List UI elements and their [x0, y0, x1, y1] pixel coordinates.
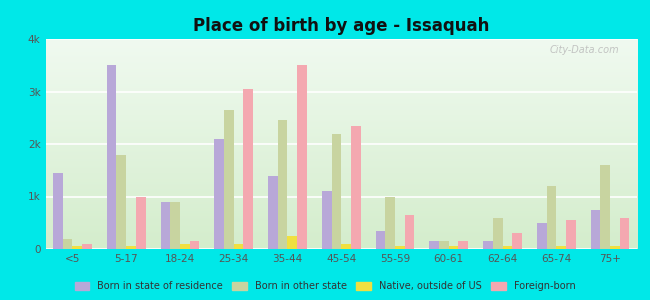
- Bar: [190, 241, 200, 249]
- Bar: [620, 218, 629, 249]
- Bar: [566, 220, 576, 249]
- Bar: [322, 191, 332, 249]
- Bar: [161, 202, 170, 249]
- Bar: [376, 231, 385, 249]
- Bar: [512, 233, 522, 249]
- Bar: [493, 218, 502, 249]
- Bar: [405, 215, 415, 249]
- Bar: [180, 244, 190, 249]
- Bar: [556, 246, 566, 249]
- Bar: [458, 241, 468, 249]
- Bar: [439, 241, 448, 249]
- Bar: [268, 176, 278, 249]
- Bar: [547, 186, 556, 249]
- Bar: [234, 244, 243, 249]
- Bar: [224, 110, 234, 249]
- Bar: [591, 210, 601, 249]
- Bar: [341, 244, 351, 249]
- Bar: [136, 196, 146, 249]
- Bar: [483, 241, 493, 249]
- Bar: [385, 196, 395, 249]
- Bar: [170, 202, 180, 249]
- Bar: [72, 246, 82, 249]
- Bar: [351, 126, 361, 249]
- Bar: [601, 165, 610, 249]
- Bar: [430, 241, 439, 249]
- Bar: [243, 89, 253, 249]
- Bar: [53, 173, 62, 249]
- Bar: [116, 154, 126, 249]
- Bar: [287, 236, 297, 249]
- Title: Place of birth by age - Issaquah: Place of birth by age - Issaquah: [193, 17, 489, 35]
- Bar: [214, 139, 224, 249]
- Legend: Born in state of residence, Born in other state, Native, outside of US, Foreign-: Born in state of residence, Born in othe…: [71, 278, 579, 295]
- Bar: [82, 244, 92, 249]
- Bar: [448, 246, 458, 249]
- Bar: [297, 65, 307, 249]
- Bar: [395, 246, 405, 249]
- Bar: [610, 246, 620, 249]
- Bar: [278, 120, 287, 249]
- Bar: [502, 246, 512, 249]
- Bar: [126, 246, 136, 249]
- Text: City-Data.com: City-Data.com: [550, 45, 619, 55]
- Bar: [107, 65, 116, 249]
- Bar: [332, 134, 341, 249]
- Bar: [62, 238, 72, 249]
- Bar: [537, 223, 547, 249]
